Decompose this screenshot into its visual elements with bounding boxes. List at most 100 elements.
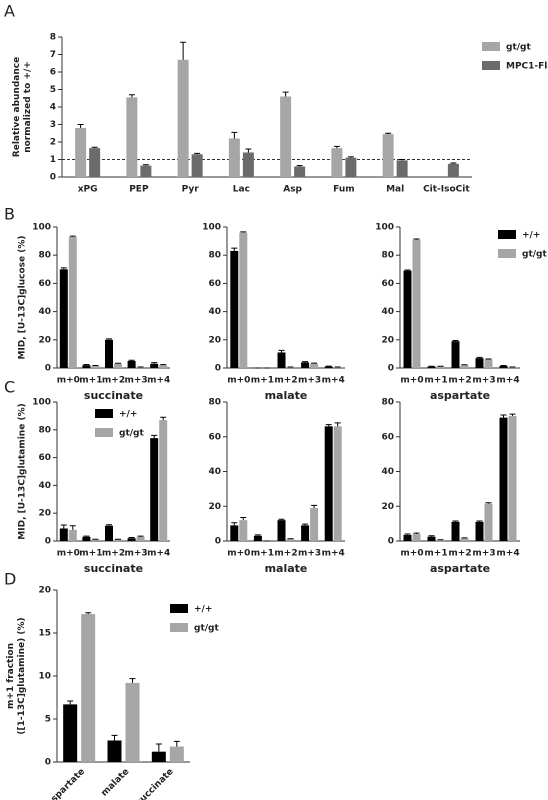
bar	[177, 59, 189, 177]
x-tick-label: succinate	[134, 767, 175, 800]
y-tick-label: 20	[38, 335, 51, 345]
legend-label: MPC1-Flag	[506, 62, 548, 72]
y-axis-label: MID, [U-13C]glutamine (%)	[18, 403, 28, 539]
x-tick-label: m+3	[472, 376, 495, 386]
y-tick-label: 40	[38, 481, 51, 491]
bar	[324, 366, 333, 368]
y-tick-label: 7	[50, 50, 56, 60]
y-tick-label: 40	[381, 307, 394, 317]
error-bar	[160, 416, 167, 421]
error-bar	[83, 363, 90, 366]
bar	[136, 536, 145, 541]
error-bar	[106, 338, 112, 340]
bar	[427, 536, 436, 541]
bar	[460, 538, 469, 541]
x-axis-label: aspartate	[430, 562, 490, 575]
y-tick-label: 80	[381, 398, 394, 408]
y-tick-label: 100	[375, 223, 394, 233]
error-bar	[231, 247, 238, 251]
error-bar	[476, 356, 483, 359]
x-tick-label: m+4	[322, 549, 345, 559]
bar	[136, 367, 145, 368]
error-bar	[240, 231, 247, 233]
error-bar	[385, 132, 392, 135]
error-bar	[137, 535, 144, 537]
error-bar	[404, 533, 411, 535]
bar	[150, 363, 159, 368]
legend-swatch	[95, 409, 113, 418]
error-bar	[106, 524, 112, 526]
error-bar	[278, 349, 285, 353]
bar	[228, 138, 240, 177]
error-bar	[461, 537, 468, 539]
legend-swatch	[170, 604, 188, 613]
x-tick-label: m+2	[274, 376, 297, 386]
error-bar	[413, 238, 420, 240]
error-bar	[333, 145, 340, 149]
bar	[484, 503, 493, 541]
bar	[286, 367, 295, 368]
error-bar	[60, 267, 67, 270]
bar	[230, 250, 239, 368]
y-tick-label: 20	[38, 586, 51, 596]
error-bar	[452, 520, 459, 522]
y-tick-label: 0	[215, 364, 221, 374]
error-bar	[194, 152, 201, 155]
x-tick-label: m+4	[147, 376, 170, 386]
error-bar	[287, 538, 294, 540]
y-tick-label: 8	[50, 33, 56, 43]
y-tick-label: 1	[50, 155, 56, 165]
x-tick-label: m+4	[322, 376, 345, 386]
y-tick-label: 20	[381, 502, 394, 512]
bar	[277, 520, 286, 541]
panel-label: A	[4, 2, 15, 21]
y-tick-label: 60	[381, 279, 394, 289]
bar	[105, 339, 113, 368]
bar	[159, 420, 168, 541]
y-tick-label: 100	[32, 223, 51, 233]
x-tick-label: xPG	[78, 185, 98, 195]
y-axis-label: ([1-13C]glutamine) (%)	[17, 617, 27, 734]
error-bar	[115, 362, 121, 364]
bar	[508, 367, 517, 368]
x-tick-label: Cit-IsoCit	[423, 185, 470, 195]
y-tick-label: 4	[50, 103, 56, 113]
x-tick-label: aspartate	[45, 767, 87, 800]
error-bar	[311, 504, 318, 508]
legend-label: +/+	[194, 605, 212, 615]
x-tick-label: m+2	[274, 549, 297, 559]
y-tick-label: 20	[208, 335, 221, 345]
error-bar	[83, 535, 90, 537]
bar	[333, 367, 342, 368]
error-bar	[60, 524, 67, 529]
x-tick-label: m+0	[227, 376, 250, 386]
error-bar	[231, 522, 238, 526]
y-tick-label: 100	[202, 223, 221, 233]
error-bar	[245, 148, 252, 153]
error-bar	[278, 518, 285, 521]
error-bar	[282, 91, 289, 97]
error-bar	[296, 165, 303, 167]
bar	[127, 538, 136, 541]
legend-swatch	[95, 428, 113, 437]
error-bar	[128, 94, 135, 98]
y-tick-label: 80	[208, 251, 221, 261]
bar	[460, 365, 469, 368]
bar	[114, 363, 122, 368]
error-bar	[485, 502, 492, 504]
x-tick-label: m+1	[424, 376, 447, 386]
bar	[324, 426, 333, 541]
y-tick-label: 60	[208, 432, 221, 442]
x-tick-label: m+2	[102, 549, 125, 559]
bar	[345, 157, 357, 177]
y-axis-label: MID, [U-13C]glucose (%)	[18, 235, 28, 359]
y-tick-label: 60	[38, 453, 51, 463]
legend-swatch	[482, 42, 500, 51]
bar	[239, 232, 248, 368]
bar	[499, 417, 508, 541]
bar	[396, 160, 408, 177]
x-tick-label: m+2	[448, 376, 471, 386]
x-tick-label: m+0	[400, 549, 423, 559]
x-tick-label: PEP	[129, 185, 149, 195]
bar	[436, 366, 445, 368]
